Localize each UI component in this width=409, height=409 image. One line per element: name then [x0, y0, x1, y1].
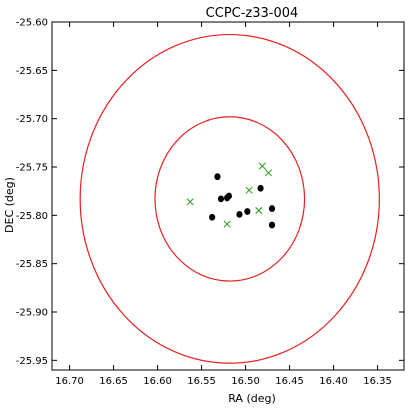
data-point-x-marker [264, 169, 273, 177]
data-point-x-marker [223, 220, 231, 228]
data-point-x-marker [258, 162, 266, 170]
y-tick-label: -25.90 [16, 308, 48, 319]
data-point-member [257, 184, 264, 192]
chart-title: CCPC-z33-004 [206, 6, 299, 21]
x-axis-title: RA (deg) [228, 392, 276, 405]
radius-circle [154, 116, 306, 282]
x-tick-label: 16.50 [231, 376, 260, 387]
x-tick-label: 16.40 [319, 376, 348, 387]
plot-frame [51, 21, 405, 371]
data-point-member [268, 221, 276, 229]
data-point-member [214, 173, 221, 181]
y-tick-label: -25.75 [16, 163, 48, 174]
plot-area: 16.70 16.65 16.60 16.55 16.50 16.45 16.40 16.35… [16, 18, 405, 387]
data-point-x-marker [186, 198, 194, 206]
y-tick-label: -25.95 [16, 356, 48, 367]
data-point-member [244, 208, 251, 215]
x-tick-label: 16.35 [363, 376, 392, 387]
y-tick-label: -25.85 [16, 259, 48, 270]
data-point-member [209, 213, 216, 221]
data-point-member [268, 205, 276, 212]
data-point-x-marker [245, 186, 253, 194]
data-point-member [217, 195, 225, 203]
y-tick-label: -25.60 [16, 18, 48, 29]
x-tick-label: 16.65 [99, 376, 128, 387]
x-tick-label: 16.70 [55, 376, 84, 387]
data-point-member [225, 192, 232, 200]
y-axis-title: DEC (deg) [3, 177, 16, 233]
radius-circle [79, 33, 380, 364]
x-tick-label: 16.60 [143, 376, 172, 387]
y-tick-label: -25.65 [16, 66, 48, 77]
data-point-member [236, 210, 243, 218]
x-tick-label: 16.55 [187, 376, 216, 387]
data-point-x-marker [255, 206, 263, 215]
x-tick-label: 16.45 [275, 376, 304, 387]
y-tick-label: -25.70 [16, 114, 48, 125]
y-tick-label: -25.80 [16, 211, 48, 222]
